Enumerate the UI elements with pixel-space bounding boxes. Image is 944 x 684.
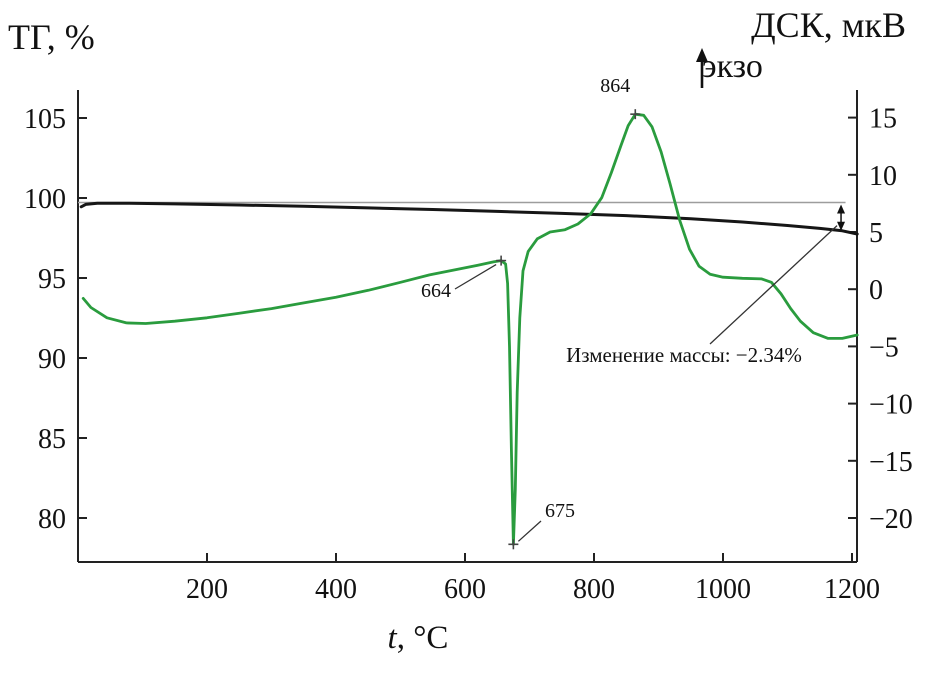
x-tick-label: 800 (573, 574, 615, 605)
mass-change-arrow-head-up (837, 204, 846, 214)
left-tick-label: 105 (24, 104, 66, 135)
x-tick-label: 600 (444, 574, 486, 605)
right-tick-label: 15 (869, 104, 897, 135)
tg-curve (79, 201, 859, 236)
annotation-675-leader (517, 520, 542, 542)
right-tick-label: 10 (869, 161, 897, 192)
right-axis-title: ДСК, мкВ (751, 5, 906, 45)
exo-annotation: экзо (694, 48, 763, 88)
left-tick-label: 100 (24, 184, 66, 215)
right-tick-label: −5 (869, 332, 899, 363)
x-tick-label: 400 (315, 574, 357, 605)
x-axis-title-unit: , °C (396, 620, 449, 656)
left-tick-label: 80 (38, 504, 66, 535)
right-tick-label: 0 (869, 275, 883, 306)
x-tick-label: 1200 (824, 574, 880, 605)
x-tick-label: 200 (186, 574, 228, 605)
right-tick-label: 5 (869, 218, 883, 249)
mass-change-arrow-head-down (837, 221, 846, 231)
left-axis-title: ТГ, % (8, 17, 95, 57)
x-axis-title-symbol: t (387, 620, 397, 656)
annotation-mass-change: Изменение массы: −2.34% (566, 343, 802, 367)
annotation-664-leader (454, 264, 497, 290)
right-tick-label: −15 (869, 447, 913, 478)
exo-label: экзо (702, 48, 763, 85)
x-tick-label: 1000 (695, 574, 751, 605)
left-tick-label: 85 (38, 424, 66, 455)
annotation-mass-change-leader (709, 225, 838, 345)
annotation-664: 664 (421, 280, 451, 302)
annotation-864: 864 (600, 75, 630, 97)
right-tick-label: −20 (869, 504, 913, 535)
dsc-curve (81, 112, 859, 546)
x-axis-title: t, °C (0, 620, 836, 657)
left-tick-label: 95 (38, 264, 66, 295)
right-tick-label: −10 (869, 390, 913, 421)
left-tick-label: 90 (38, 344, 66, 375)
annotation-675: 675 (545, 500, 575, 522)
